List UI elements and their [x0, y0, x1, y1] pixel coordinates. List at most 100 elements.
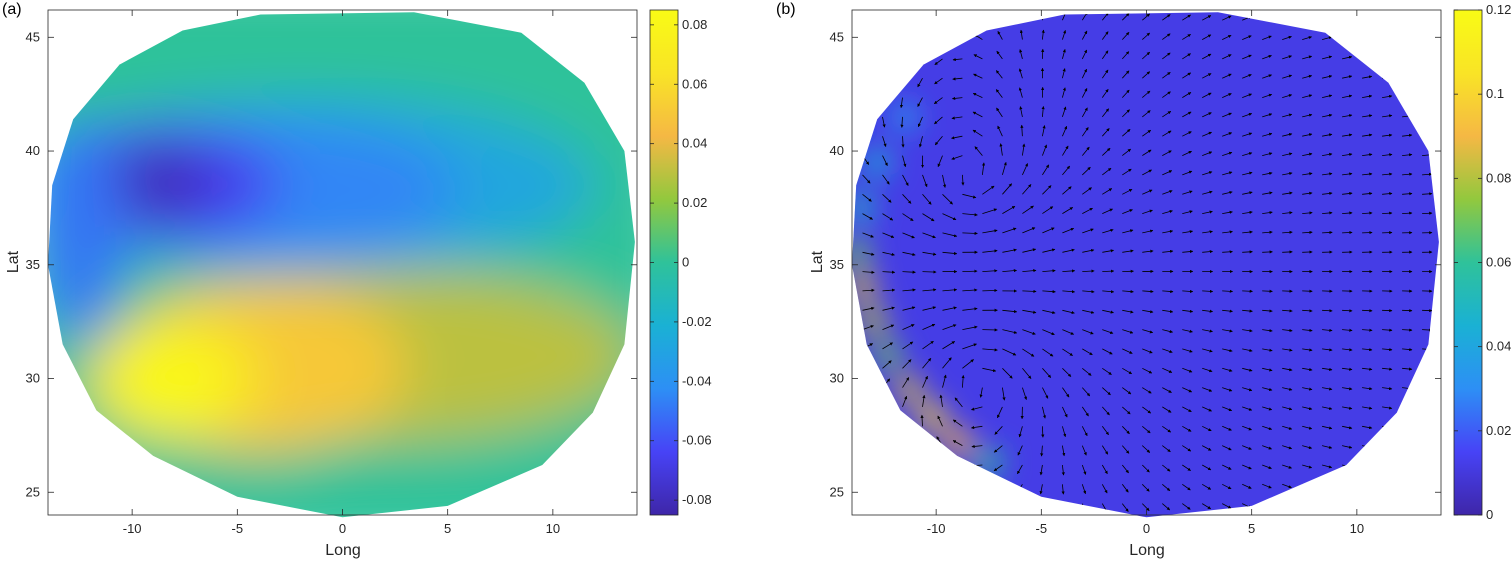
quiver-arrow [1222, 15, 1232, 21]
quiver-arrow [1142, 309, 1154, 314]
quiver-arrow [1142, 329, 1154, 334]
quiver-arrow [1422, 425, 1433, 429]
quiver-arrow [1040, 445, 1044, 457]
quiver-arrow [862, 398, 870, 408]
quiver-arrow [902, 251, 916, 256]
y-tick-label: 35 [830, 257, 844, 272]
quiver-arrow [1222, 132, 1233, 137]
quiver-arrow [1142, 51, 1150, 60]
quiver-arrow [999, 12, 1003, 21]
quiver-arrow [902, 174, 909, 186]
quiver-arrow [961, 375, 965, 388]
quiver-arrow [1202, 34, 1212, 40]
speed-patch [852, 273, 877, 302]
quiver-arrow [994, 503, 1003, 510]
quiver-arrow [1402, 483, 1413, 488]
quiver-arrow [922, 306, 937, 311]
quiver-arrow [901, 493, 905, 504]
quiver-arrow [1322, 133, 1333, 137]
quiver-arrow [972, 483, 983, 487]
quiver-arrow [1242, 425, 1252, 431]
quiver-arrow [1242, 152, 1253, 156]
x-tick-label: 0 [1143, 521, 1150, 536]
quiver-arrow [1061, 464, 1065, 476]
quiver-arrow [881, 97, 886, 109]
quiver-arrow [902, 270, 916, 274]
quiver-arrow [1182, 406, 1192, 413]
colorbar-tick-label: 0.02 [682, 195, 707, 210]
quiver-arrow [1062, 68, 1066, 79]
quiver-arrow [1062, 49, 1066, 60]
quiver-arrow [1242, 309, 1253, 313]
quiver-arrow [862, 193, 872, 202]
quiver-arrow [922, 174, 928, 188]
quiver-arrow [994, 426, 1003, 435]
quiver-arrow [919, 474, 923, 485]
quiver-arrow [982, 229, 998, 234]
panel-a-xlabel: Long [325, 542, 361, 559]
quiver-arrow [1062, 309, 1075, 315]
quiver-arrow [1402, 192, 1413, 196]
quiver-arrow [862, 474, 868, 485]
quiver-arrow [1142, 484, 1150, 492]
quiver-arrow [1342, 445, 1353, 449]
quiver-arrow [1122, 70, 1130, 79]
quiver-arrow [1142, 90, 1151, 98]
quiver-arrow [1101, 31, 1109, 40]
quiver-arrow [1182, 367, 1193, 373]
quiver-arrow [1282, 132, 1293, 137]
quiver-arrow [1039, 484, 1043, 495]
quiver-arrow [1182, 329, 1193, 333]
quiver-arrow [1242, 171, 1253, 176]
quiver-arrow [1062, 87, 1066, 98]
quiver-arrow [1362, 328, 1373, 332]
quiver-arrow [942, 174, 947, 188]
quiver-arrow [1282, 113, 1293, 118]
quiver-arrow [1362, 503, 1373, 507]
quiver-arrow [1101, 108, 1110, 118]
quiver-arrow [1182, 464, 1191, 471]
quiver-arrow [902, 341, 914, 350]
quiver-arrow [882, 194, 892, 203]
quiver-arrow [1322, 230, 1333, 235]
quiver-arrow [993, 483, 1003, 491]
quiver-arrow [881, 58, 886, 69]
quiver-arrow [1342, 94, 1353, 98]
quiver-arrow [1162, 483, 1171, 492]
quiver-arrow [942, 288, 958, 292]
field-blob [121, 346, 219, 420]
quiver-arrow [1002, 161, 1007, 176]
colorbar-tick-label: 0 [1486, 507, 1493, 522]
colorbar-tick-label: 0.02 [1486, 423, 1511, 438]
quiver-arrow [971, 406, 983, 411]
quiver-arrow [934, 135, 943, 146]
quiver-arrow [1102, 269, 1115, 273]
quiver-arrow [1122, 51, 1130, 60]
quiver-arrow [1022, 348, 1035, 357]
quiver-arrow [962, 288, 978, 292]
quiver-arrow [942, 194, 953, 205]
quiver-arrow [1162, 329, 1173, 334]
quiver-arrow [1262, 74, 1272, 79]
quiver-arrow [917, 97, 923, 107]
quiver-arrow [862, 58, 867, 69]
quiver-arrow [1222, 367, 1233, 372]
quiver-arrow [1101, 88, 1109, 98]
quiver-arrow [1182, 483, 1191, 491]
quiver-arrow [1402, 153, 1413, 157]
quiver-arrow [1162, 406, 1172, 413]
quiver-arrow [1262, 348, 1273, 352]
quiver-arrow [901, 136, 905, 148]
quiver-arrow [952, 77, 963, 81]
quiver-arrow [882, 360, 892, 369]
quiver-arrow [1242, 54, 1252, 60]
quiver-arrow [1242, 445, 1252, 450]
quiver-arrow [942, 213, 957, 221]
quiver-arrow [1262, 483, 1272, 489]
quiver-arrow [1282, 250, 1293, 254]
quiver-arrow [862, 361, 873, 369]
quiver-arrow [1202, 73, 1212, 79]
quiver-arrow [952, 440, 963, 446]
quiver-arrow [1342, 191, 1353, 196]
quiver-arrow [1362, 94, 1373, 98]
